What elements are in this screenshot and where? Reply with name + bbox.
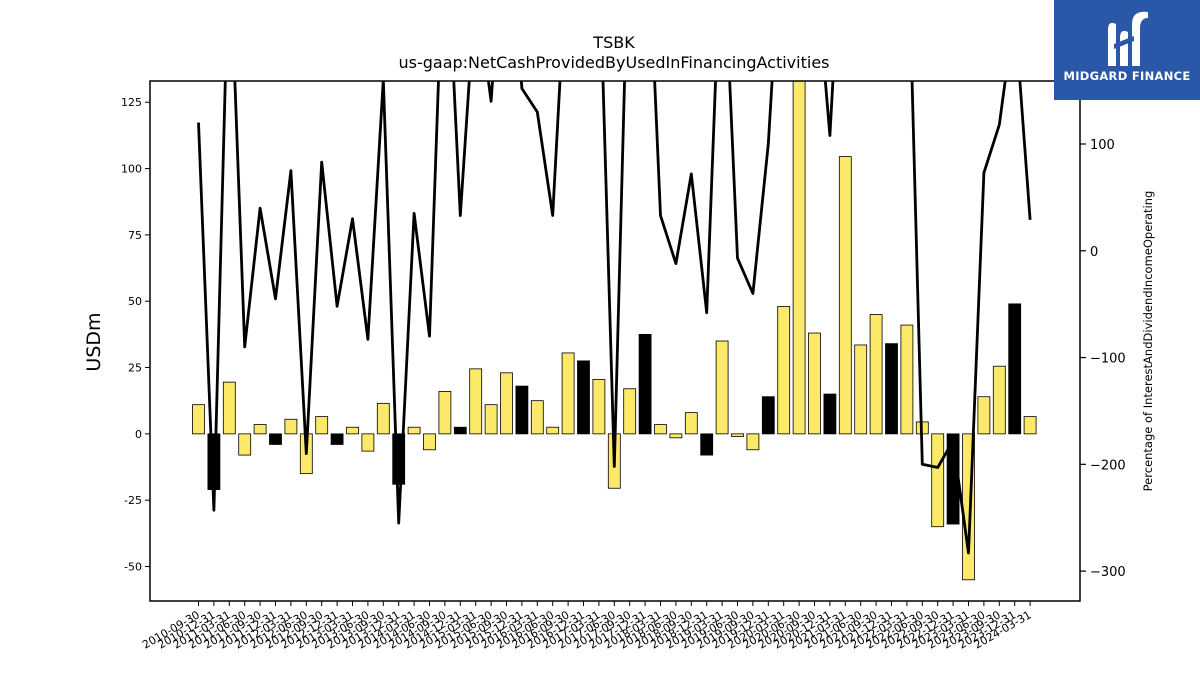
bar-2017-09-30 — [623, 388, 637, 435]
bar-2020-03-31 — [777, 306, 791, 435]
bar-2018-03-31 — [654, 424, 667, 435]
bar-2021-03-31 — [838, 156, 852, 435]
chart-title: TSBK — [592, 33, 635, 52]
bar-2011-03-31 — [222, 381, 236, 435]
bar-2011-12-31 — [269, 433, 282, 445]
bar-2016-12-31 — [577, 360, 590, 435]
bar-2021-06-30 — [854, 344, 868, 435]
brand-name: MIDGARD FINANCE — [1063, 69, 1191, 83]
y-tick-label: 75 — [128, 229, 142, 242]
y-tick-label: 0 — [135, 428, 142, 441]
bar-2018-12-31 — [700, 433, 714, 456]
y2-tick-label: −100 — [1090, 352, 1126, 367]
y-tick-label: -25 — [124, 494, 142, 507]
bar-2016-06-30 — [546, 426, 560, 435]
bar-2022-03-31 — [900, 324, 914, 435]
bar-2019-09-30 — [746, 433, 760, 451]
bar-2018-06-30 — [669, 433, 683, 439]
y2-tick-label: −300 — [1090, 565, 1126, 580]
bar-2021-12-31 — [885, 343, 898, 435]
bar-2015-03-31 — [469, 368, 483, 435]
bar-2015-12-31 — [515, 385, 529, 435]
y-axis-label: USDm — [83, 312, 105, 371]
bar-2017-12-31 — [638, 333, 652, 435]
line-percentage — [197, 81, 1032, 555]
bar-2023-06-30 — [977, 396, 991, 435]
bar-2020-06-30 — [792, 81, 806, 435]
bar-2012-03-31 — [284, 418, 298, 435]
bar-2018-09-30 — [684, 412, 698, 435]
bar-2014-06-30 — [423, 433, 436, 451]
line-series — [197, 81, 1032, 555]
y-tick-label: 125 — [121, 96, 142, 109]
midgard-logo-icon — [1108, 11, 1148, 66]
brand-logo: MIDGARD FINANCE — [1054, 0, 1200, 100]
bar-2013-06-30 — [361, 433, 375, 452]
bar-2013-09-30 — [376, 402, 390, 435]
bar-2015-06-30 — [484, 404, 498, 435]
axes: -50-250255075100125−300−200−10001002010-… — [121, 80, 1126, 652]
bar-2015-09-30 — [500, 372, 513, 435]
bar-2023-12-31 — [1008, 303, 1022, 435]
bar-2019-03-31 — [715, 340, 729, 435]
bar-2022-09-30 — [931, 433, 945, 528]
y-tick-label: -50 — [124, 561, 142, 574]
bar-2024-03-31 — [1023, 416, 1037, 435]
bar-2011-09-30 — [253, 424, 267, 435]
bar-2014-09-30 — [438, 391, 452, 435]
y-tick-label: 100 — [121, 163, 142, 176]
bar-2012-09-30 — [315, 416, 329, 435]
bar-2021-09-30 — [869, 314, 883, 435]
bar-2016-03-31 — [530, 400, 544, 435]
bar-2016-09-30 — [561, 352, 575, 435]
plot-frame — [149, 80, 1081, 602]
y2-tick-label: 100 — [1090, 138, 1115, 153]
bar-2013-03-31 — [346, 426, 359, 435]
y-tick-label: 50 — [128, 295, 142, 308]
y2-axis-label: Percentage of InterestAndDividendIncomeO… — [1141, 191, 1155, 492]
y2-tick-label: 0 — [1090, 245, 1098, 260]
chart-subtitle: us-gaap:NetCashProvidedByUsedInFinancing… — [398, 53, 829, 72]
bar-series — [192, 81, 1037, 581]
bar-2023-09-30 — [992, 365, 1006, 435]
y2-tick-label: −200 — [1090, 458, 1126, 473]
bar-2020-12-31 — [823, 393, 837, 435]
bar-2014-03-31 — [407, 426, 421, 435]
bar-2011-06-30 — [238, 433, 252, 456]
bar-2019-06-30 — [731, 433, 744, 437]
y-tick-label: 25 — [128, 362, 142, 375]
bar-2019-12-31 — [761, 396, 775, 435]
bar-2012-12-31 — [330, 433, 344, 445]
bar-2014-12-31 — [453, 426, 467, 435]
bar-2010-09-30 — [192, 404, 205, 435]
bar-2020-09-30 — [808, 332, 821, 435]
bar-2017-03-31 — [592, 379, 606, 435]
